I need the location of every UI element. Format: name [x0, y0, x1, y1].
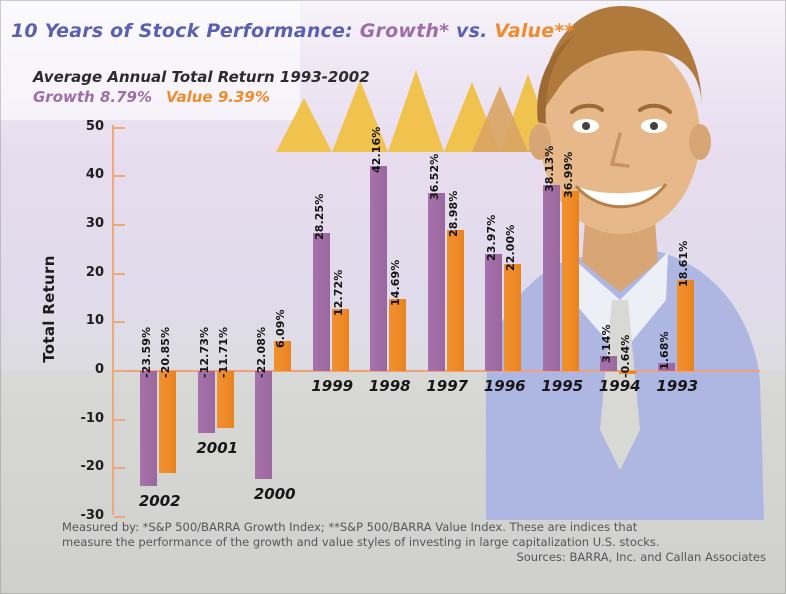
bar-value-label: -11.71%: [216, 326, 230, 378]
y-axis-tick-label: 0: [94, 362, 104, 377]
background-header-panel: [0, 0, 300, 120]
y-axis-tick: [114, 126, 125, 129]
x-axis-category-label: 2000: [253, 484, 296, 503]
title-value: Value**: [494, 20, 575, 42]
x-axis-category-label: 1994: [598, 377, 641, 395]
footnote-line-3: Sources: BARRA, Inc. and Callan Associat…: [516, 550, 766, 564]
y-axis-tick: [114, 467, 125, 470]
bar-growth-1997: [427, 193, 445, 371]
y-axis-tick: [114, 272, 125, 275]
bar-value-label: 6.09%: [274, 309, 287, 349]
x-axis-category-label: 2001: [196, 438, 239, 457]
bar-value-label: 36.99%: [561, 151, 575, 198]
bar-growth-1999: [312, 233, 330, 371]
bar-growth-1995: [542, 185, 560, 371]
bar-value-label: 23.97%: [485, 214, 498, 262]
footnote: Measured by: *S&P 500/BARRA Growth Index…: [62, 520, 774, 565]
legend-value-label: Value: [166, 88, 213, 106]
y-axis-tick-label: 20: [85, 264, 104, 280]
bar-growth-1993: [657, 362, 675, 371]
footnote-line-2: measure the performance of the growth an…: [62, 535, 660, 549]
x-axis-category-label: 2002: [138, 491, 181, 510]
bar-value-1998: [389, 299, 406, 371]
x-axis-category-label: 1997: [426, 377, 469, 395]
bar-value-label: 18.61%: [676, 240, 690, 288]
bar-value-label: -0.64%: [619, 334, 632, 378]
bar-growth-2001: [197, 371, 215, 433]
bar-value-1995: [561, 190, 579, 371]
bar-value-label: 22.00%: [504, 224, 517, 271]
legend-growth-label: Growth: [33, 88, 95, 106]
bar-value-1997: [446, 229, 464, 371]
bar-value-label: 14.69%: [389, 260, 402, 307]
bar-value-1999: [331, 309, 349, 371]
chart-subtitle: Average Annual Total Return 1993-2002: [33, 68, 370, 86]
legend-averages: Growth 8.79% Value 9.39%: [33, 88, 270, 106]
y-axis-tick-label: 40: [85, 167, 104, 183]
y-axis-tick-label: 50: [85, 118, 104, 134]
title-lead: 10 Years of Stock Performance:: [11, 20, 360, 42]
bar-value-label: 42.16%: [370, 126, 383, 173]
footnote-line-1: Measured by: *S&P 500/BARRA Growth Index…: [62, 520, 638, 534]
bar-value-2002: [159, 371, 176, 473]
bar-value-label: -20.85%: [159, 326, 172, 378]
bar-value-label: -22.08%: [255, 326, 268, 378]
bar-value-1996: [504, 263, 521, 371]
y-axis-tick-label: -30: [80, 508, 105, 524]
x-axis-category-label: 1995: [541, 377, 584, 395]
bar-growth-2002: [140, 371, 157, 486]
y-axis-title: Total Return: [40, 255, 58, 363]
x-axis-category-label: 1998: [368, 377, 411, 395]
y-axis-line: [112, 125, 114, 515]
bar-value-label: 12.72%: [331, 269, 345, 317]
bar-value-label: -12.73%: [197, 326, 211, 378]
bar-value-label: 28.98%: [446, 190, 460, 237]
bar-value-label: 38.13%: [542, 145, 556, 193]
bar-growth-1996: [485, 254, 502, 371]
y-axis-tick: [114, 223, 125, 226]
y-axis-tick: [114, 516, 125, 519]
chart-title: 10 Years of Stock Performance: Growth* v…: [11, 20, 575, 42]
x-axis-category-label: 1999: [311, 377, 354, 395]
bar-value-1994: [619, 371, 636, 375]
y-axis-tick-label: -20: [80, 459, 105, 475]
bar-value-label: 28.25%: [312, 194, 326, 241]
title-vs: vs.: [449, 20, 495, 42]
bar-value-label: -23.59%: [140, 326, 153, 378]
y-axis-tick: [114, 321, 125, 324]
y-axis-tick: [114, 370, 125, 372]
title-growth: Growth*: [359, 20, 450, 42]
x-axis-category-label: 1993: [656, 377, 699, 395]
x-axis-zero-line: [112, 370, 760, 372]
y-axis-tick-label: 10: [85, 313, 104, 329]
bar-value-label: 3.14%: [600, 324, 613, 363]
legend-value-value: 9.39%: [217, 88, 270, 106]
bar-growth-2000: [255, 371, 272, 479]
x-axis-category-label: 1996: [483, 377, 526, 395]
bar-value-2001: [216, 371, 234, 429]
bar-growth-1994: [600, 355, 617, 371]
y-axis-tick: [114, 175, 125, 178]
y-axis-tick: [114, 418, 125, 421]
bar-value-2000: [274, 341, 291, 371]
legend-growth-value: 8.79%: [99, 88, 153, 106]
bar-value-label: 36.52%: [427, 153, 441, 201]
y-axis-tick-label: 30: [85, 215, 104, 231]
bar-value-label: 1.68%: [657, 331, 671, 370]
bar-value-1993: [676, 280, 694, 371]
bar-growth-1998: [370, 165, 387, 371]
y-axis-tick-label: -10: [80, 410, 105, 426]
